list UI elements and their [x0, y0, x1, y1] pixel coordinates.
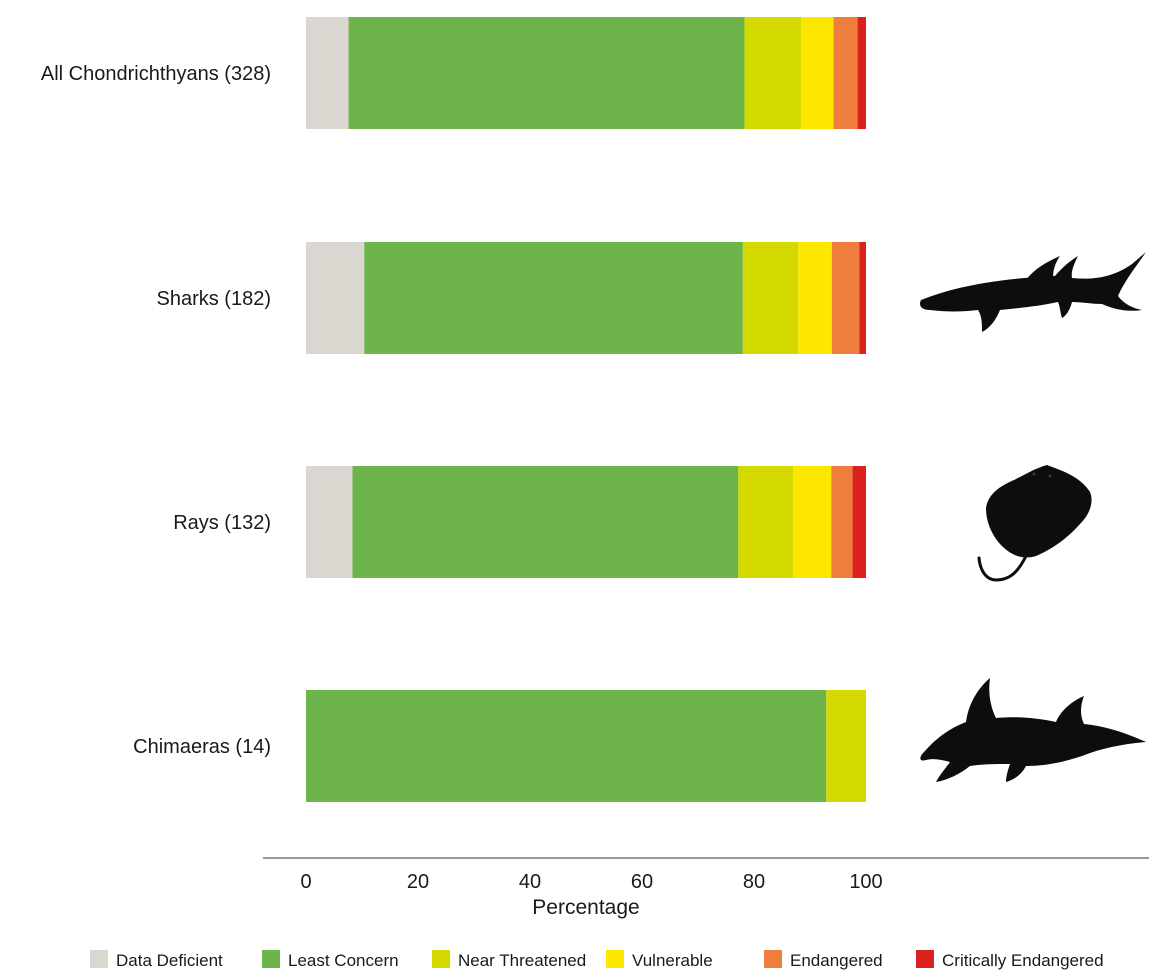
legend: Data Deficient Least Concern Near Threaten… — [90, 950, 1104, 970]
bar-segment-vulnerable — [801, 17, 834, 129]
legend-label: Vulnerable — [632, 951, 713, 970]
legend-label: Critically Endangered — [942, 951, 1104, 970]
bar-segment-critically-endangered — [857, 17, 866, 129]
legend-item-near-threatened: Near Threatened — [432, 950, 586, 970]
bar-segment-near-threatened — [826, 690, 866, 802]
shark-silhouette-icon — [920, 252, 1146, 332]
legend-swatch — [916, 950, 934, 968]
x-tick-label: 100 — [849, 871, 882, 893]
legend-swatch — [432, 950, 450, 968]
x-tick-label: 0 — [300, 871, 311, 893]
legend-swatch — [262, 950, 280, 968]
legend-swatch — [764, 950, 782, 968]
ray-silhouette-icon — [977, 465, 1092, 582]
bar-segment-least-concern — [348, 17, 745, 129]
legend-item-data-deficient: Data Deficient — [90, 950, 223, 970]
x-tick-label: 80 — [743, 871, 765, 893]
x-axis-title: Percentage — [532, 896, 639, 919]
bar-row-chimaeras-14 — [306, 690, 866, 802]
bar-segment-endangered — [831, 242, 860, 354]
category-label: All Chondrichthyans (328) — [41, 63, 271, 85]
bar-segment-vulnerable — [793, 466, 832, 578]
bar-row-all-chondrichthyans-328 — [306, 17, 866, 129]
chimaera-silhouette-icon — [920, 678, 1146, 782]
category-label: Chimaeras (14) — [133, 736, 271, 758]
legend-swatch — [90, 950, 108, 968]
legend-label: Endangered — [790, 951, 883, 970]
category-icons — [920, 252, 1146, 782]
bar-segment-near-threatened — [744, 17, 802, 129]
bar-segment-data-deficient — [306, 466, 353, 578]
bar-segment-least-concern — [364, 242, 743, 354]
bars-layer — [306, 17, 866, 802]
legend-item-endangered: Endangered — [764, 950, 883, 970]
bar-segment-critically-endangered — [859, 242, 866, 354]
category-label: Rays (132) — [173, 512, 271, 534]
bar-segment-endangered — [831, 466, 853, 578]
bar-row-rays-132 — [306, 466, 866, 578]
bar-segment-least-concern — [306, 690, 827, 802]
legend-label: Least Concern — [288, 951, 399, 970]
bar-segment-data-deficient — [306, 17, 349, 129]
bar-segment-near-threatened — [738, 466, 794, 578]
legend-item-least-concern: Least Concern — [262, 950, 399, 970]
x-tick-label: 40 — [519, 871, 541, 893]
bar-segment-near-threatened — [742, 242, 799, 354]
legend-label: Near Threatened — [458, 951, 586, 970]
bar-segment-least-concern — [352, 466, 739, 578]
bar-segment-critically-endangered — [852, 466, 866, 578]
category-label: Sharks (182) — [157, 288, 272, 310]
category-labels: All Chondrichthyans (328) Sharks (182) Ray… — [41, 63, 271, 758]
bar-segment-data-deficient — [306, 242, 365, 354]
bar-row-sharks-182 — [306, 242, 866, 354]
x-axis: 0 20 40 60 80 100 Percentage — [263, 857, 1149, 919]
bar-segment-endangered — [833, 17, 858, 129]
bar-segment-vulnerable — [798, 242, 832, 354]
x-tick-label: 60 — [631, 871, 653, 893]
legend-item-vulnerable: Vulnerable — [606, 950, 713, 970]
legend-item-critically-endangered: Critically Endangered — [916, 950, 1104, 970]
legend-swatch — [606, 950, 624, 968]
x-tick-label: 20 — [407, 871, 429, 893]
legend-label: Data Deficient — [116, 951, 223, 970]
